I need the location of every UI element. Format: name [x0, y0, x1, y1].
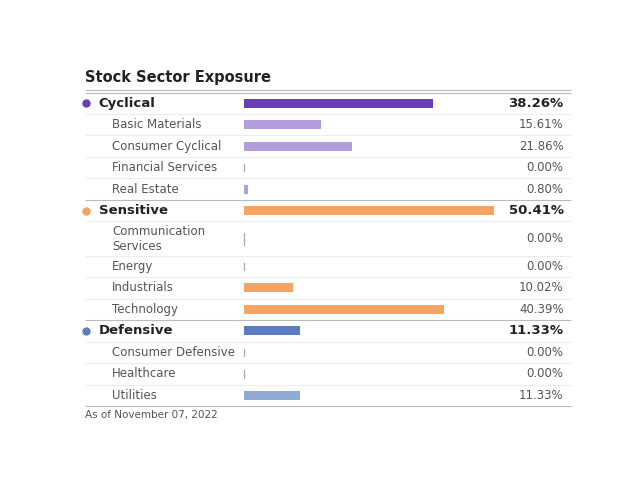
Text: Healthcare: Healthcare	[112, 367, 177, 380]
FancyBboxPatch shape	[244, 284, 293, 293]
FancyBboxPatch shape	[244, 120, 321, 129]
Text: 10.02%: 10.02%	[519, 282, 564, 295]
FancyBboxPatch shape	[244, 206, 493, 215]
Text: 11.33%: 11.33%	[519, 389, 564, 402]
Text: 0.00%: 0.00%	[527, 260, 564, 273]
Text: 0.80%: 0.80%	[527, 182, 564, 195]
FancyBboxPatch shape	[244, 305, 444, 314]
FancyBboxPatch shape	[244, 99, 433, 108]
Text: Consumer Defensive: Consumer Defensive	[112, 346, 236, 359]
Text: Utilities: Utilities	[112, 389, 157, 402]
Text: 0.00%: 0.00%	[527, 346, 564, 359]
Text: Defensive: Defensive	[99, 324, 173, 337]
Text: 0.00%: 0.00%	[527, 367, 564, 380]
Text: 38.26%: 38.26%	[508, 97, 564, 110]
Text: 40.39%: 40.39%	[519, 303, 564, 316]
Text: 11.33%: 11.33%	[509, 324, 564, 337]
Text: Basic Materials: Basic Materials	[112, 118, 202, 131]
Text: Financial Services: Financial Services	[112, 161, 218, 174]
Text: 0.00%: 0.00%	[527, 232, 564, 245]
FancyBboxPatch shape	[244, 184, 248, 194]
Text: Technology: Technology	[112, 303, 178, 316]
Text: 50.41%: 50.41%	[509, 204, 564, 217]
Text: Energy: Energy	[112, 260, 154, 273]
Text: Cyclical: Cyclical	[99, 97, 156, 110]
Text: Communication
Services: Communication Services	[112, 225, 205, 252]
Text: Stock Sector Exposure: Stock Sector Exposure	[85, 70, 271, 85]
FancyBboxPatch shape	[244, 391, 300, 400]
Text: Industrials: Industrials	[112, 282, 174, 295]
Text: Consumer Cyclical: Consumer Cyclical	[112, 140, 221, 153]
FancyBboxPatch shape	[244, 142, 352, 151]
FancyBboxPatch shape	[244, 326, 300, 335]
Text: Sensitive: Sensitive	[99, 204, 168, 217]
Text: As of November 07, 2022: As of November 07, 2022	[85, 410, 218, 420]
Text: 0.00%: 0.00%	[527, 161, 564, 174]
Text: Real Estate: Real Estate	[112, 182, 179, 195]
Text: 15.61%: 15.61%	[519, 118, 564, 131]
Text: 21.86%: 21.86%	[519, 140, 564, 153]
